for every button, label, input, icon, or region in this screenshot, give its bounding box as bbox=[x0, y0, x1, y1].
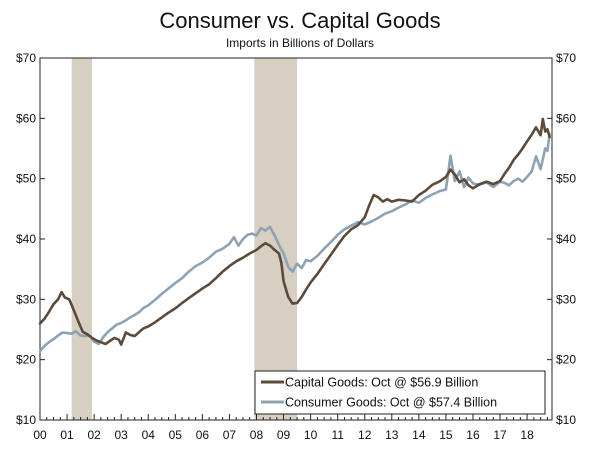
x-tick-label: 08 bbox=[250, 428, 264, 442]
x-tick-label: 12 bbox=[358, 428, 372, 442]
x-tick-label: 13 bbox=[385, 428, 399, 442]
x-tick-label: 02 bbox=[87, 428, 101, 442]
y-tick-right-label: $60 bbox=[556, 111, 576, 125]
x-tick-label: 01 bbox=[60, 428, 74, 442]
series-lines-group bbox=[38, 117, 551, 353]
legend: Capital Goods: Oct @ $56.9 Billion Consu… bbox=[254, 370, 546, 415]
series-line-capital-goods bbox=[38, 117, 551, 346]
x-tick-label: 10 bbox=[304, 428, 318, 442]
x-tick-label: 03 bbox=[115, 428, 129, 442]
y-tick-right-label: $20 bbox=[556, 353, 576, 367]
x-tick-label: 17 bbox=[493, 428, 507, 442]
x-tick-label: 04 bbox=[142, 428, 156, 442]
x-tick-label: 11 bbox=[331, 428, 344, 442]
x-tick-label: 05 bbox=[169, 428, 183, 442]
y-tick-left-label: $40 bbox=[16, 232, 36, 246]
series-line-consumer-goods bbox=[38, 132, 551, 353]
legend-label-consumer-goods: Consumer Goods: Oct @ $57.4 Billion bbox=[285, 396, 497, 410]
x-tick-label: 14 bbox=[412, 428, 426, 442]
y-tick-left-label: $20 bbox=[16, 353, 36, 367]
y-tick-right-label: $70 bbox=[556, 51, 576, 65]
x-tick-label: 18 bbox=[520, 428, 534, 442]
x-tick-label: 07 bbox=[223, 428, 237, 442]
y-tick-left-label: $60 bbox=[16, 111, 36, 125]
y-tick-left-label: $30 bbox=[16, 292, 36, 306]
x-tick-label: 16 bbox=[466, 428, 480, 442]
x-tick-label: 15 bbox=[439, 428, 453, 442]
y-tick-left-label: $70 bbox=[16, 51, 36, 65]
y-tick-right-label: $50 bbox=[556, 172, 576, 186]
chart-title: Consumer vs. Capital Goods bbox=[159, 8, 440, 33]
y-tick-right-label: $10 bbox=[556, 413, 576, 427]
legend-label-capital-goods: Capital Goods: Oct @ $56.9 Billion bbox=[285, 376, 478, 390]
y-tick-left-label: $50 bbox=[16, 172, 36, 186]
legend-box bbox=[254, 370, 546, 415]
x-tick-label: 00 bbox=[33, 428, 47, 442]
recession-band-1 bbox=[71, 58, 92, 420]
recession-shading-group bbox=[71, 58, 298, 420]
y-tick-right-label: $30 bbox=[556, 292, 576, 306]
x-tick-label: 09 bbox=[277, 428, 291, 442]
y-tick-left-label: $10 bbox=[16, 413, 36, 427]
chart-subtitle: Imports in Billions of Dollars bbox=[226, 36, 374, 50]
axis-ticks-group: $10 $10 $20 $20 $30 $30 $40 $40 $50 $50 $60 $60 $70 $… bbox=[16, 51, 576, 442]
y-tick-right-label: $40 bbox=[556, 232, 576, 246]
x-tick-label: 06 bbox=[196, 428, 210, 442]
